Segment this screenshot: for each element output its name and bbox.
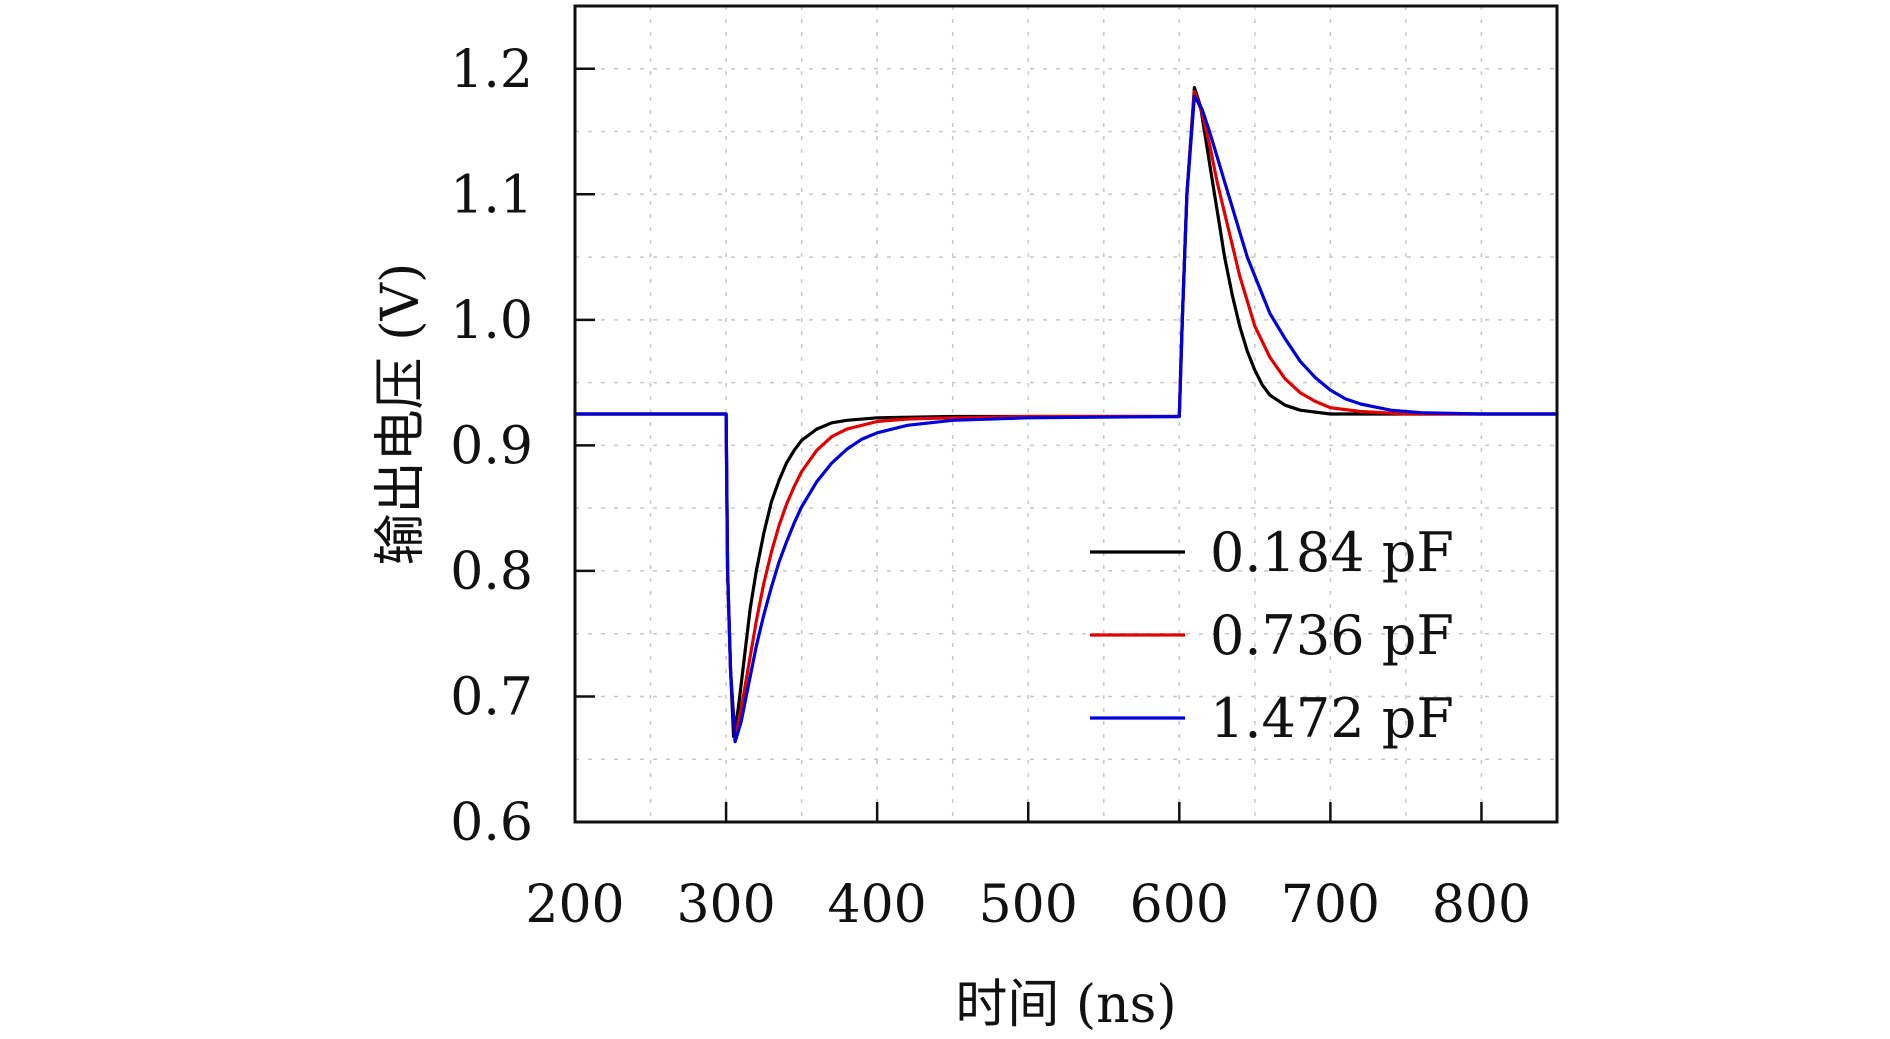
grid [575,6,1557,822]
axis-ticks [573,67,1483,824]
x-axis-title: 时间 (ns) [955,975,1176,1035]
y-tick-label: 0.9 [450,416,533,476]
x-tick-label: 700 [1281,875,1380,935]
legend: 0.184 pF 0.736 pF 1.472 pF [1090,521,1454,750]
x-tick-label: 300 [676,875,775,935]
y-tick-label: 0.7 [450,667,533,727]
y-tick-label: 1.0 [450,291,533,351]
series-lines [573,86,1559,744]
y-axis-title: 输出电压 (V) [371,263,431,566]
y-tick-label: 0.8 [450,542,533,602]
x-tick-label: 400 [828,875,927,935]
y-tick-labels: 0.6 0.7 0.8 0.9 1.0 1.1 1.2 [450,40,533,853]
x-tick-label: 200 [525,875,624,935]
y-tick-label: 1.2 [450,40,533,100]
legend-label: 0.184 pF [1210,521,1454,584]
y-tick-label: 1.1 [450,165,533,225]
x-tick-label: 500 [979,875,1078,935]
x-tick-labels: 200 300 400 500 600 700 800 [525,875,1531,935]
legend-label: 1.472 pF [1210,687,1454,750]
y-tick-label: 0.6 [450,793,533,853]
plot-frame [573,4,1559,824]
legend-label: 0.736 pF [1210,604,1454,667]
x-tick-label: 600 [1130,875,1229,935]
series-line-1-472-pf [573,94,1559,744]
x-tick-label: 800 [1432,875,1531,935]
